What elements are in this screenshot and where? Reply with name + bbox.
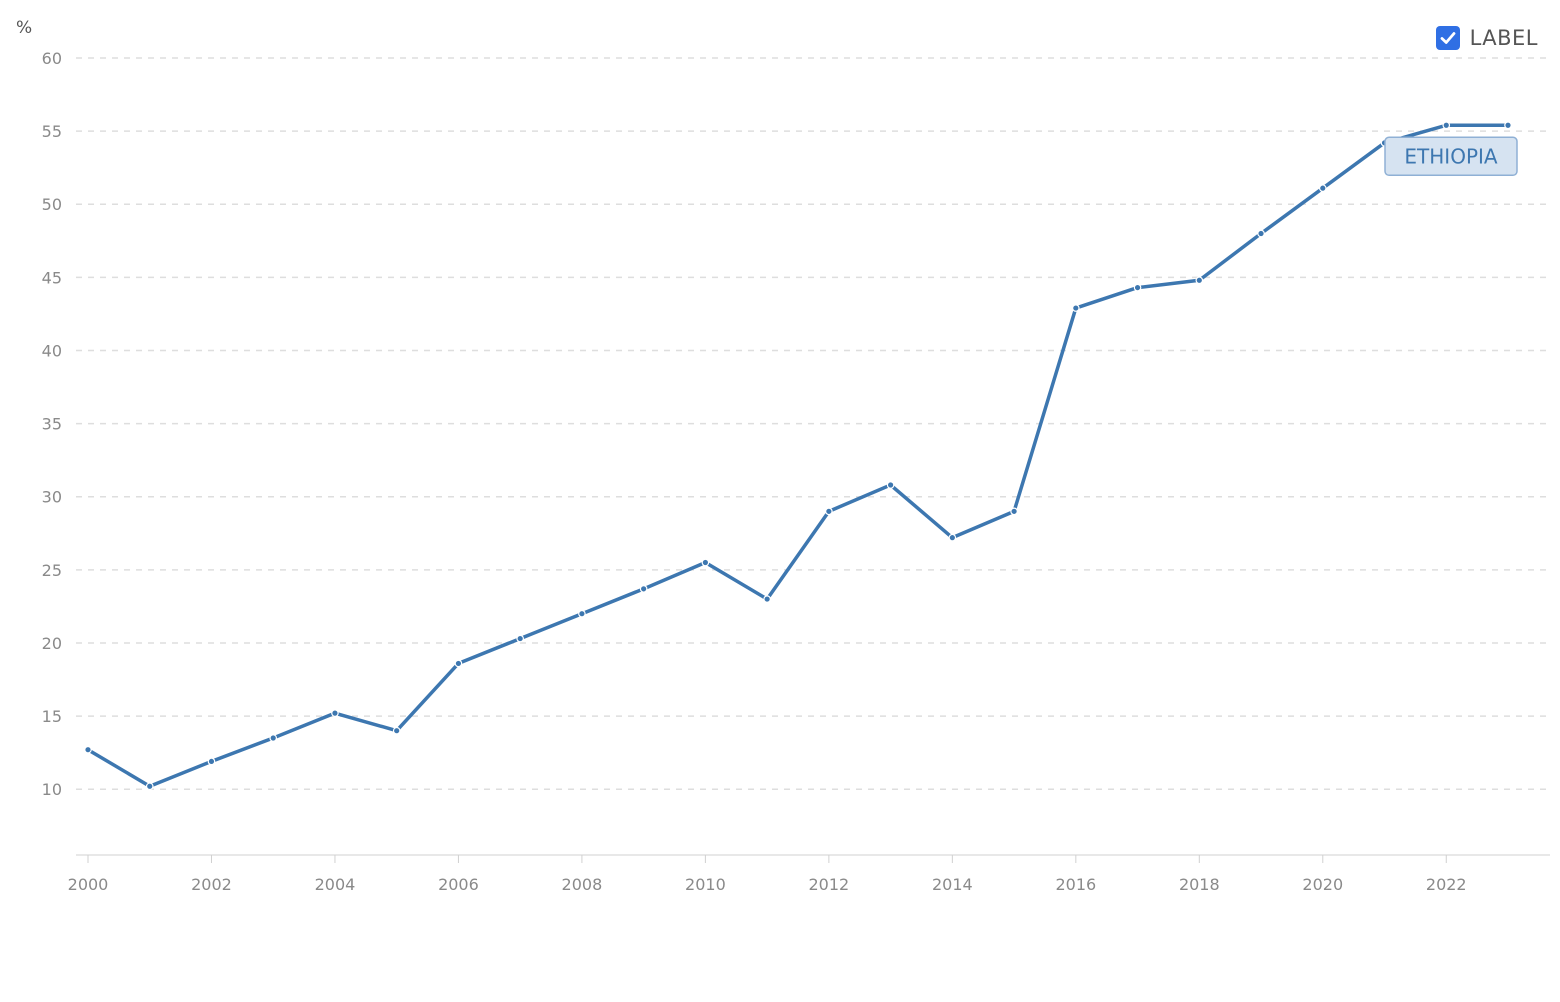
y-axis-unit-label: % — [16, 18, 32, 38]
x-tick-label: 2018 — [1179, 875, 1220, 894]
y-tick-label: 45 — [42, 268, 62, 287]
x-tick-label: 2016 — [1055, 875, 1096, 894]
y-tick-label: 25 — [42, 561, 62, 580]
series-tag-box[interactable] — [1384, 136, 1518, 177]
y-tick-label: 10 — [42, 780, 62, 799]
label-toggle[interactable]: LABEL — [1435, 26, 1538, 50]
data-point-2004[interactable] — [331, 709, 339, 717]
y-tick-label: 60 — [42, 49, 62, 68]
x-tick-label: 2008 — [562, 875, 603, 894]
gridlines — [76, 57, 1550, 790]
data-point-2011[interactable] — [763, 595, 771, 603]
x-tick-label: 2000 — [68, 875, 109, 894]
x-tick-label: 2006 — [438, 875, 479, 894]
data-point-2001[interactable] — [145, 782, 154, 791]
x-tick-label: 2010 — [685, 875, 726, 894]
data-point-2008[interactable] — [578, 609, 586, 618]
y-tick-label: 15 — [42, 707, 62, 726]
data-point-2010[interactable] — [701, 558, 710, 567]
data-point-2015[interactable] — [1010, 507, 1018, 516]
data-point-2009[interactable] — [639, 585, 648, 593]
y-tick-label: 50 — [42, 195, 62, 214]
y-tick-label: 30 — [42, 488, 62, 507]
data-point-2018[interactable] — [1195, 276, 1204, 285]
x-tick-label: 2002 — [191, 875, 232, 894]
data-point-2003[interactable] — [269, 734, 278, 742]
label-checkbox[interactable] — [1435, 26, 1460, 50]
data-point-2013[interactable] — [886, 481, 895, 489]
data-point-2019[interactable] — [1257, 229, 1265, 238]
data-point-2006[interactable] — [454, 659, 463, 668]
data-point-2022[interactable] — [1442, 121, 1451, 130]
data-point-2000[interactable] — [84, 745, 92, 754]
checkmark-icon — [1440, 32, 1455, 44]
x-tick-label: 2020 — [1302, 875, 1343, 894]
data-point-2005[interactable] — [392, 726, 401, 735]
series-group — [84, 121, 1512, 791]
data-point-2012[interactable] — [825, 507, 833, 516]
x-tick-label: 2014 — [932, 875, 973, 894]
data-point-2017[interactable] — [1133, 283, 1142, 292]
data-point-2002[interactable] — [207, 757, 216, 766]
x-tick-label: 2012 — [809, 875, 850, 894]
series-label-tag[interactable]: ETHIOPIA — [1384, 136, 1518, 177]
data-point-2014[interactable] — [948, 533, 957, 542]
data-point-2007[interactable] — [516, 634, 524, 643]
data-point-2016[interactable] — [1072, 304, 1080, 312]
data-point-2023[interactable] — [1504, 121, 1512, 130]
series-line[interactable] — [86, 123, 1510, 789]
x-axis-ticks: 2000 2002 2004 2006 2008 2010 2012 2014 2016 2018… — [68, 855, 1467, 894]
y-axis-ticks: 10 15 20 25 30 35 40 45 50 55 60 — [42, 49, 62, 799]
y-tick-label: 40 — [42, 341, 62, 360]
label-toggle-text: LABEL — [1469, 26, 1538, 50]
x-tick-label: 2022 — [1426, 875, 1467, 894]
data-point-2020[interactable] — [1318, 184, 1327, 192]
y-tick-label: 55 — [42, 122, 62, 141]
y-tick-label: 20 — [42, 634, 62, 653]
x-tick-label: 2004 — [315, 875, 356, 894]
series-tag-label: ETHIOPIA — [1404, 144, 1497, 168]
y-tick-label: 35 — [42, 415, 62, 434]
